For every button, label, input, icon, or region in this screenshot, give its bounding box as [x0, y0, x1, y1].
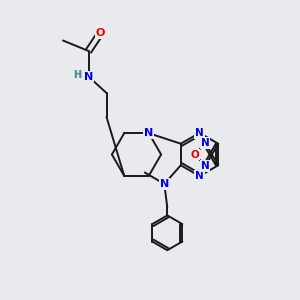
- Text: N: N: [84, 71, 93, 82]
- Text: O: O: [190, 149, 199, 160]
- Text: H: H: [73, 70, 81, 80]
- Text: O: O: [96, 28, 105, 38]
- Text: N: N: [84, 71, 93, 82]
- Text: O: O: [190, 149, 199, 160]
- Text: N: N: [201, 138, 210, 148]
- Text: O: O: [96, 28, 105, 38]
- Text: N: N: [201, 138, 210, 148]
- Text: N: N: [160, 179, 169, 189]
- Text: H: H: [73, 70, 81, 80]
- Text: N: N: [195, 128, 204, 138]
- Text: N: N: [160, 179, 169, 189]
- Text: N: N: [195, 171, 204, 181]
- Text: N: N: [201, 161, 210, 171]
- Text: N: N: [201, 161, 210, 171]
- Text: N: N: [144, 128, 153, 138]
- Text: N: N: [195, 171, 204, 181]
- Text: N: N: [195, 128, 204, 138]
- Text: N: N: [144, 128, 153, 138]
